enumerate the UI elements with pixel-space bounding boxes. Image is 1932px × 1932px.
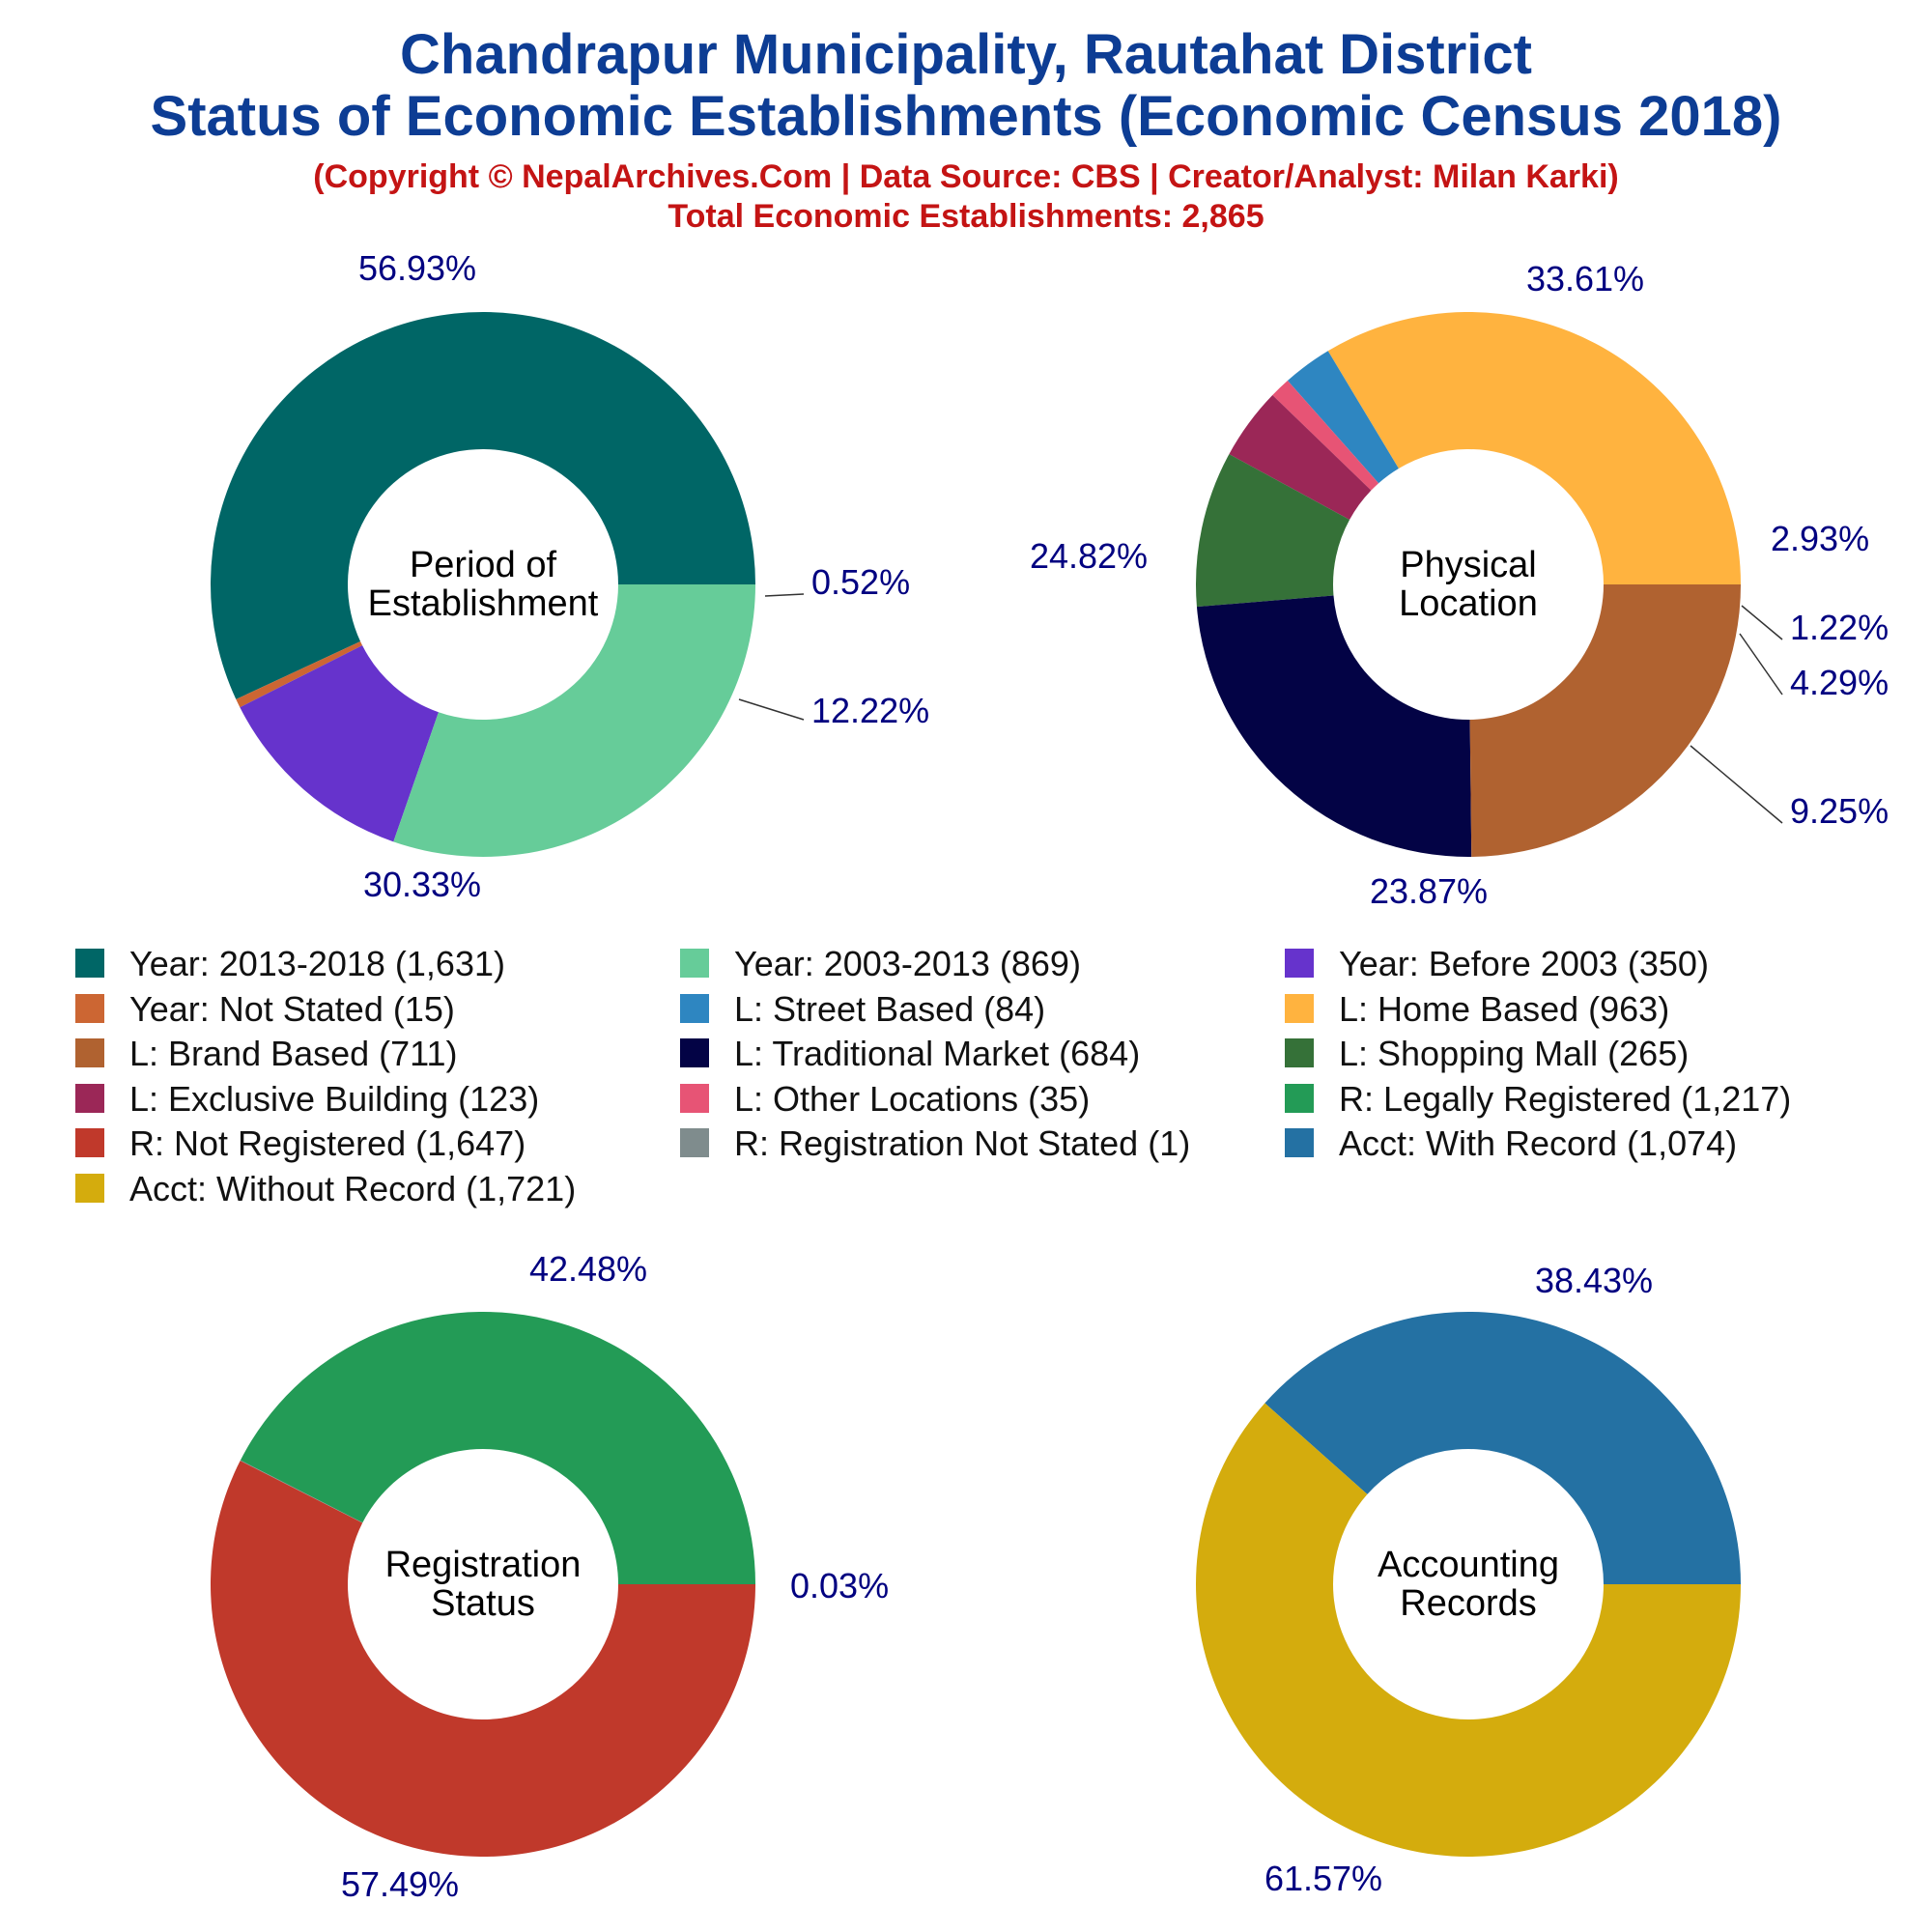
chart-title-line1: Chandrapur Municipality, Rautahat Distri… bbox=[400, 23, 1532, 86]
legend-swatch bbox=[75, 1038, 104, 1067]
legend-label: R: Registration Not Stated (1) bbox=[734, 1123, 1191, 1163]
legend-label: R: Not Registered (1,647) bbox=[129, 1123, 526, 1163]
leader-line bbox=[764, 593, 805, 597]
donut-center-label: Status bbox=[431, 1583, 535, 1624]
slice-label: 24.82% bbox=[1030, 536, 1148, 576]
legend-label: Year: Not Stated (15) bbox=[129, 988, 455, 1029]
slice-label: 38.43% bbox=[1535, 1261, 1653, 1300]
legend-label: Year: 2013-2018 (1,631) bbox=[129, 944, 505, 983]
slice-label: 30.33% bbox=[363, 865, 481, 904]
donut-slice bbox=[1469, 584, 1741, 857]
legend-swatch bbox=[1285, 1128, 1314, 1157]
donut-slice bbox=[1272, 380, 1379, 491]
donut-slice bbox=[1327, 311, 1741, 584]
donut-center-label: Period of bbox=[410, 545, 557, 585]
slice-label: 0.03% bbox=[790, 1566, 889, 1605]
legend-swatch bbox=[75, 1173, 104, 1203]
legend-label: Acct: With Record (1,074) bbox=[1339, 1123, 1738, 1163]
legend-swatch bbox=[1285, 993, 1314, 1023]
credit-line: (Copyright © NepalArchives.Com | Data So… bbox=[313, 158, 1619, 195]
legend-swatch bbox=[75, 993, 104, 1023]
donut-chart-2: 33.61% 2.93% 1.22% 4.29% 9.25% 23.87% 24.82% Ph… bbox=[1030, 259, 1889, 911]
legend-swatch bbox=[75, 1083, 104, 1113]
donut-slice bbox=[1195, 1403, 1741, 1857]
legend-label: L: Shopping Mall (265) bbox=[1339, 1034, 1690, 1073]
leader-line bbox=[1690, 745, 1783, 824]
donut-slice bbox=[210, 311, 755, 699]
legend-swatch bbox=[1285, 1083, 1314, 1113]
donut-center-label: Records bbox=[1400, 1583, 1537, 1624]
slice-label: 1.22% bbox=[1790, 608, 1889, 647]
donut-center-label: Accounting bbox=[1378, 1545, 1559, 1585]
legend-label: L: Street Based (84) bbox=[734, 988, 1046, 1029]
slice-label: 0.52% bbox=[811, 562, 910, 602]
donut-slice bbox=[393, 584, 755, 857]
slice-label: 2.93% bbox=[1771, 519, 1869, 558]
legend-label: L: Brand Based (711) bbox=[129, 1034, 458, 1073]
leader-line bbox=[1739, 633, 1783, 696]
donut-chart-1: 56.93% 0.52% 12.22% 30.33% Period ofEstablis… bbox=[210, 248, 929, 904]
slice-label: 4.29% bbox=[1790, 663, 1889, 702]
donut-center-label: Registration bbox=[385, 1545, 582, 1585]
donut-slice bbox=[1229, 394, 1372, 521]
legend-swatch bbox=[680, 1038, 709, 1067]
donut-center-label: Location bbox=[1399, 583, 1538, 624]
legend-label: Acct: Without Record (1,721) bbox=[129, 1168, 577, 1208]
donut-slice bbox=[1196, 595, 1472, 857]
leader-line bbox=[1741, 605, 1783, 640]
legend-label: R: Legally Registered (1,217) bbox=[1339, 1078, 1792, 1119]
legend-swatch bbox=[1285, 1038, 1314, 1067]
legend-label: L: Exclusive Building (123) bbox=[129, 1078, 540, 1119]
donut-slice bbox=[240, 1460, 363, 1523]
leader-line bbox=[738, 698, 805, 721]
slice-label: 33.61% bbox=[1526, 259, 1644, 298]
donut-slice bbox=[240, 1311, 756, 1584]
legend-label: Year: Before 2003 (350) bbox=[1339, 944, 1709, 983]
slice-label: 42.48% bbox=[529, 1249, 647, 1289]
donut-slice bbox=[1287, 351, 1399, 484]
donut-slice bbox=[1264, 1312, 1741, 1584]
legend-swatch bbox=[680, 1128, 709, 1157]
legend-label: L: Traditional Market (684) bbox=[734, 1034, 1141, 1073]
slice-label: 57.49% bbox=[341, 1864, 459, 1904]
legend-swatch bbox=[1285, 949, 1314, 978]
legend-swatch bbox=[680, 1083, 709, 1113]
slice-label: 23.87% bbox=[1370, 871, 1488, 911]
legend-swatch bbox=[75, 1128, 104, 1157]
donut-slice bbox=[1195, 454, 1350, 608]
slice-label: 56.93% bbox=[358, 248, 476, 288]
donut-center-label: Establishment bbox=[368, 583, 599, 624]
legend-label: Year: 2003-2013 (869) bbox=[734, 944, 1081, 983]
slice-label: 9.25% bbox=[1790, 791, 1889, 831]
total-line: Total Economic Establishments: 2,865 bbox=[668, 198, 1264, 235]
donut-slice bbox=[240, 645, 439, 842]
legend-swatch bbox=[75, 949, 104, 978]
donut-slice bbox=[211, 1461, 755, 1857]
chart-title-line2: Status of Economic Establishments (Econo… bbox=[150, 85, 1782, 148]
legend-label: L: Other Locations (35) bbox=[734, 1078, 1091, 1119]
slice-label: 61.57% bbox=[1264, 1859, 1382, 1898]
legend-swatch bbox=[680, 949, 709, 978]
legend-label: L: Home Based (963) bbox=[1339, 988, 1670, 1029]
slice-label: 12.22% bbox=[811, 691, 929, 730]
donut-center-label: Physical bbox=[1400, 545, 1537, 585]
donut-slice bbox=[236, 641, 363, 708]
legend-swatch bbox=[680, 993, 709, 1023]
